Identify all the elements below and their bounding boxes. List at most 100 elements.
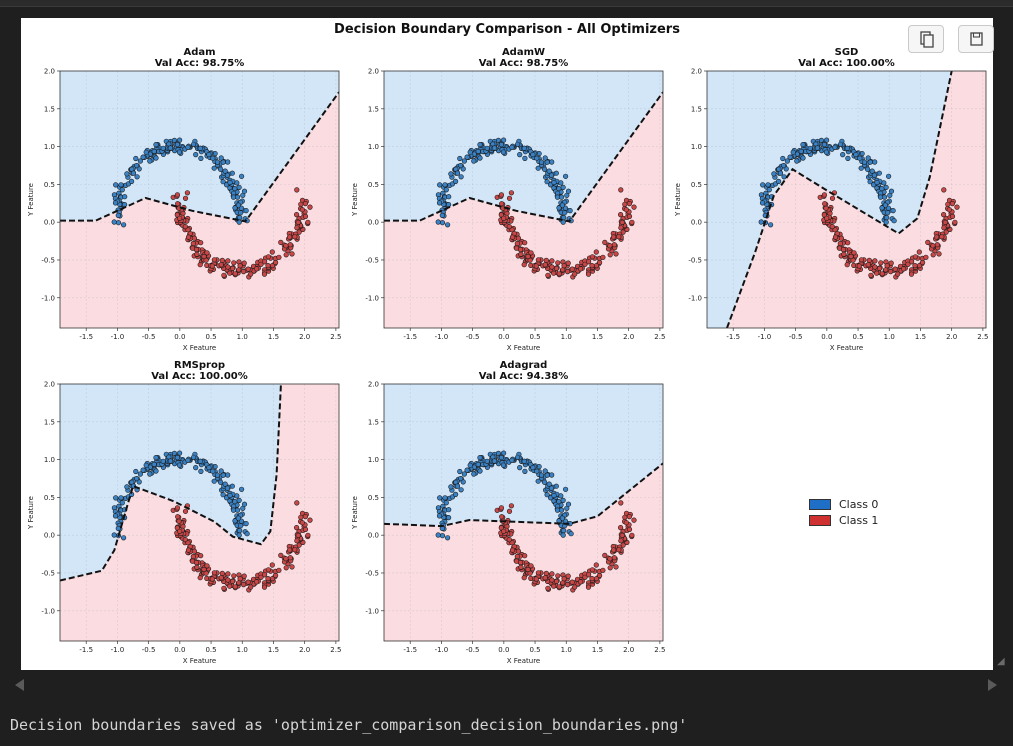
class1-point bbox=[949, 201, 955, 207]
plot-area-rmsprop: -1.5 -1.0 -0.5 0.0 0.5 1.0 1.5 2.0 2.5 2.0 1.5 1.0 0… bbox=[27, 381, 341, 666]
class0-point bbox=[218, 155, 224, 161]
class0-point bbox=[457, 468, 463, 475]
class0-point bbox=[238, 518, 244, 524]
x-tick-label-adamw: 2.0 bbox=[623, 333, 634, 341]
class1-point bbox=[299, 520, 305, 526]
x-tick-label-adamw: 1.0 bbox=[561, 333, 572, 341]
val-acc-rmsprop: Val Acc: 100.00% bbox=[151, 371, 248, 382]
class0-point bbox=[227, 492, 233, 499]
legend-swatch-class0 bbox=[809, 498, 831, 510]
class1-point bbox=[877, 265, 883, 271]
class1-point bbox=[549, 264, 555, 270]
class1-point bbox=[174, 192, 180, 198]
class0-point bbox=[214, 159, 221, 165]
class0-point bbox=[176, 137, 183, 143]
axes-frame-rmsprop bbox=[59, 383, 340, 642]
class0-point bbox=[556, 185, 562, 192]
class1-point bbox=[265, 263, 271, 269]
class1-point bbox=[543, 257, 549, 263]
y-tick-label-sgd: 0.5 bbox=[691, 181, 702, 189]
class0-point bbox=[133, 475, 140, 482]
x-tick-label-adagrad: 0.0 bbox=[498, 646, 509, 654]
y-tick-label-rmsprop: -0.5 bbox=[41, 569, 55, 577]
class1-point bbox=[518, 564, 524, 570]
optimizer-name-adamw: AdamW bbox=[501, 47, 546, 58]
class1-point bbox=[565, 573, 571, 579]
class0-point bbox=[243, 521, 249, 527]
x-tick-label-adagrad: -1.5 bbox=[403, 646, 417, 654]
class1-point bbox=[278, 552, 284, 558]
class0-point bbox=[113, 495, 119, 501]
class1-point bbox=[201, 253, 207, 260]
class1-point bbox=[245, 579, 251, 585]
panel-title-adamw: AdamW Val Acc: 98.75% bbox=[384, 47, 663, 69]
class0-point bbox=[119, 187, 125, 193]
class1-point bbox=[626, 526, 633, 532]
class0-point bbox=[115, 212, 121, 218]
scroll-right-arrow-icon[interactable] bbox=[988, 679, 997, 691]
class0-point bbox=[560, 497, 566, 503]
y-axis-label-adam: Y Feature bbox=[27, 183, 35, 217]
class0-point bbox=[498, 454, 504, 461]
class1-point bbox=[498, 192, 504, 198]
class1-point bbox=[586, 259, 592, 265]
class1-point bbox=[589, 567, 595, 573]
class1-point bbox=[294, 538, 300, 544]
y-axis-label-adagrad: Y Feature bbox=[351, 496, 359, 530]
class1-point bbox=[261, 271, 268, 277]
class0-point bbox=[224, 172, 230, 178]
class0-point bbox=[544, 492, 550, 498]
class1-point bbox=[225, 258, 231, 264]
class1-point bbox=[602, 552, 608, 558]
plot-area-adam: -1.5 -1.0 -0.5 0.0 0.5 1.0 1.5 2.0 2.5 2.0 1.5 1.0 0… bbox=[27, 68, 341, 353]
class1-point bbox=[262, 259, 268, 265]
class0-point bbox=[445, 202, 452, 208]
panel-title-adam: Adam Val Acc: 98.75% bbox=[60, 47, 339, 69]
class1-point bbox=[219, 570, 225, 576]
class0-point bbox=[784, 158, 790, 164]
class1-point bbox=[949, 213, 956, 219]
class0-point bbox=[241, 501, 248, 507]
class0-point bbox=[794, 158, 800, 164]
class1-point bbox=[611, 555, 617, 561]
horizontal-scrollbar[interactable] bbox=[0, 676, 1013, 692]
class0-point bbox=[522, 155, 528, 161]
class0-point bbox=[436, 200, 443, 206]
class1-point bbox=[535, 257, 541, 263]
window-top-edge bbox=[0, 0, 1013, 7]
class0-point bbox=[861, 159, 868, 165]
class0-point bbox=[133, 162, 140, 169]
class1-point bbox=[232, 584, 238, 590]
class1-point bbox=[888, 269, 894, 275]
class1-point bbox=[528, 250, 534, 256]
y-axis-label-rmsprop: Y Feature bbox=[27, 496, 35, 530]
class0-point bbox=[120, 222, 127, 228]
x-tick-label-rmsprop: 2.0 bbox=[299, 646, 310, 654]
class0-point bbox=[559, 515, 565, 521]
class1-point bbox=[611, 242, 617, 248]
class1-point bbox=[920, 259, 926, 266]
class0-point bbox=[185, 144, 191, 150]
class0-point bbox=[454, 170, 461, 176]
x-axis-label-sgd: X Feature bbox=[830, 344, 863, 352]
y-tick-label-adamw: 1.0 bbox=[368, 143, 379, 151]
class0-point bbox=[220, 179, 226, 185]
class0-point bbox=[885, 210, 891, 216]
class0-point bbox=[542, 155, 548, 161]
scroll-left-arrow-icon[interactable] bbox=[15, 679, 24, 691]
save-output-button[interactable] bbox=[958, 25, 994, 53]
class0-point bbox=[444, 222, 451, 228]
x-tick-label-rmsprop: 1.0 bbox=[237, 646, 248, 654]
class1-point bbox=[912, 254, 918, 260]
class0-point bbox=[238, 523, 244, 529]
copy-output-button[interactable] bbox=[908, 25, 944, 53]
class0-point bbox=[239, 173, 245, 179]
class1-point bbox=[942, 219, 948, 225]
class1-point bbox=[294, 212, 300, 218]
y-tick-label-adagrad: 1.5 bbox=[368, 418, 379, 426]
class1-point bbox=[585, 271, 592, 277]
class1-point bbox=[182, 224, 188, 230]
class1-point bbox=[302, 213, 309, 219]
class0-point bbox=[559, 202, 565, 208]
class1-point bbox=[218, 575, 224, 581]
